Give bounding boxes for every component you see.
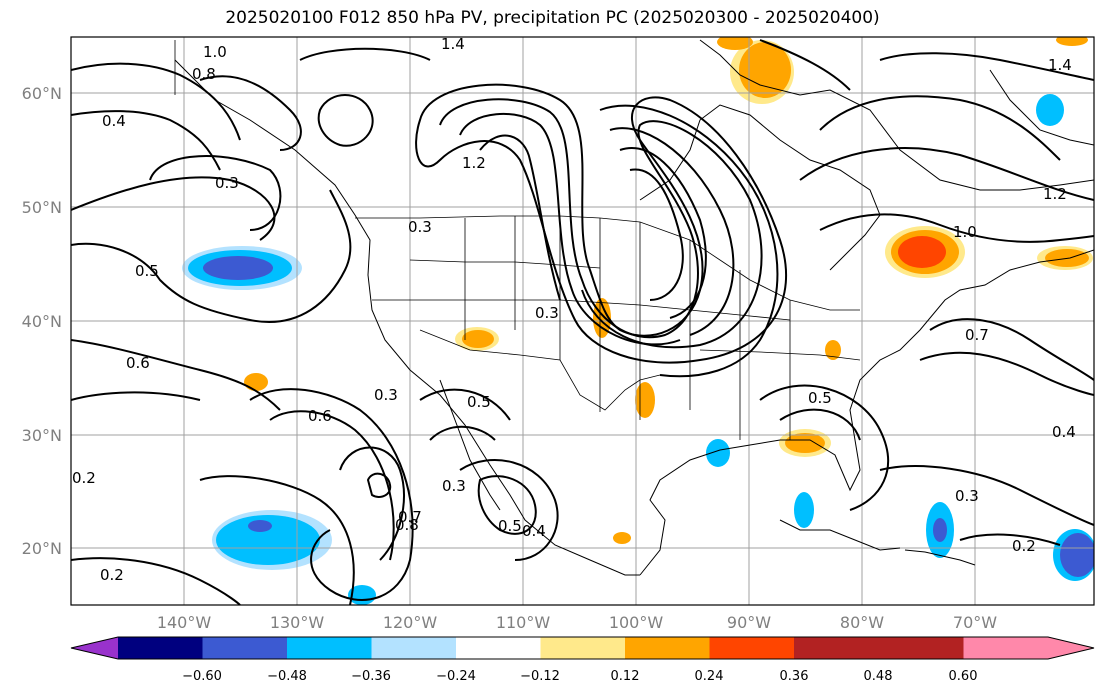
coastlines xyxy=(174,39,1094,576)
lon-label: 90°W xyxy=(727,613,771,632)
colorbar-segment xyxy=(625,637,710,659)
colorbar-extend-high xyxy=(963,637,1094,659)
contour-label: 0.5 xyxy=(467,393,491,411)
contour-label: 1.2 xyxy=(1043,185,1067,203)
contour-label: 0.3 xyxy=(408,218,432,236)
contour-label: 0.5 xyxy=(135,262,159,280)
colorbar-ticks: −0.60 −0.48 −0.36 −0.24 −0.12 0.12 0.24 … xyxy=(182,669,977,684)
colorbar-extend-low xyxy=(71,637,118,659)
colorbar-segment xyxy=(371,637,456,659)
lon-label: 130°W xyxy=(270,613,325,632)
contour-label: 1.0 xyxy=(953,223,977,241)
map-panel: 1.0 1.4 0.8 0.4 0.3 0.5 0.6 0.2 1.2 0.3 … xyxy=(71,35,1094,605)
colorbar-tick-label: 0.36 xyxy=(780,669,809,684)
colorbar-tick-label: 0.12 xyxy=(611,669,640,684)
colorbar-segment xyxy=(202,637,287,659)
colorbar-segment xyxy=(287,637,372,659)
lon-label: 100°W xyxy=(609,613,664,632)
colorbar-segment xyxy=(878,637,964,659)
contour-label: 0.3 xyxy=(374,386,398,404)
contour-label: 0.4 xyxy=(102,112,126,130)
contour-label: 0.3 xyxy=(215,174,239,192)
contour-label: 0.2 xyxy=(100,566,124,584)
contour-label: 0.5 xyxy=(808,389,832,407)
colorbar-tick-label: 0.48 xyxy=(864,669,893,684)
colorbar: −0.60 −0.48 −0.36 −0.24 −0.12 0.12 0.24 … xyxy=(70,636,1095,684)
colorbar-tick-label: −0.48 xyxy=(267,669,307,684)
colorbar-tick-label: −0.36 xyxy=(351,669,391,684)
contour-label: 0.2 xyxy=(72,469,96,487)
contour-label: 1.2 xyxy=(462,154,486,172)
lon-label: 140°W xyxy=(157,613,212,632)
contour-label: 0.4 xyxy=(1052,423,1076,441)
lat-label: 40°N xyxy=(22,312,62,331)
map-frame xyxy=(70,36,1095,606)
lat-label: 30°N xyxy=(22,426,62,445)
lon-label: 110°W xyxy=(496,613,551,632)
colorbar-segment xyxy=(456,637,541,659)
contour-label: 0.5 xyxy=(498,517,522,535)
colorbar-tick-label: −0.60 xyxy=(182,669,222,684)
longitude-labels: 140°W 130°W 120°W 110°W 100°W 90°W 80°W … xyxy=(157,613,997,632)
lon-label: 120°W xyxy=(383,613,438,632)
contour-label: 0.3 xyxy=(535,304,559,322)
contour-label: 1.0 xyxy=(203,43,227,61)
lat-label: 50°N xyxy=(22,198,62,217)
lat-label: 20°N xyxy=(22,539,62,558)
colorbar-tick-label: −0.24 xyxy=(436,669,476,684)
contour-label: 0.6 xyxy=(126,354,150,372)
colorbar-tick-label: 0.24 xyxy=(695,669,724,684)
contour-label: 0.8 xyxy=(192,65,216,83)
colorbar-tick-label: −0.12 xyxy=(520,669,560,684)
colorbar-segment xyxy=(540,637,625,659)
contour-label: 0.6 xyxy=(308,407,332,425)
contour-label: 0.3 xyxy=(442,477,466,495)
lat-label: 60°N xyxy=(22,84,62,103)
contour-label: 0.7 xyxy=(398,508,422,526)
precipitation-shading xyxy=(182,37,1094,605)
contour-label: 1.4 xyxy=(441,35,465,53)
contour-labels: 1.0 1.4 0.8 0.4 0.3 0.5 0.6 0.2 1.2 0.3 … xyxy=(72,35,1076,584)
lon-label: 70°W xyxy=(953,613,997,632)
map-title: 2025020100 F012 850 hPa PV, precipitatio… xyxy=(225,8,880,28)
colorbar-outline xyxy=(70,636,1095,660)
contour-label: 1.4 xyxy=(1048,56,1072,74)
contour-label: 0.2 xyxy=(1012,537,1036,555)
contour-label: 0.8 xyxy=(395,516,419,534)
pv-contours xyxy=(71,39,1094,605)
contour-label: 0.3 xyxy=(955,487,979,505)
contour-label: 0.4 xyxy=(522,522,546,540)
political-boundaries xyxy=(174,40,861,440)
contour-label: 0.7 xyxy=(965,326,989,344)
latitude-labels: 60°N 50°N 40°N 30°N 20°N xyxy=(22,84,62,558)
colorbar-segment xyxy=(118,637,203,659)
colorbar-segment xyxy=(709,637,794,659)
colorbar-tick-label: 0.60 xyxy=(949,669,978,684)
colorbar-segment xyxy=(794,637,879,659)
lon-label: 80°W xyxy=(840,613,884,632)
